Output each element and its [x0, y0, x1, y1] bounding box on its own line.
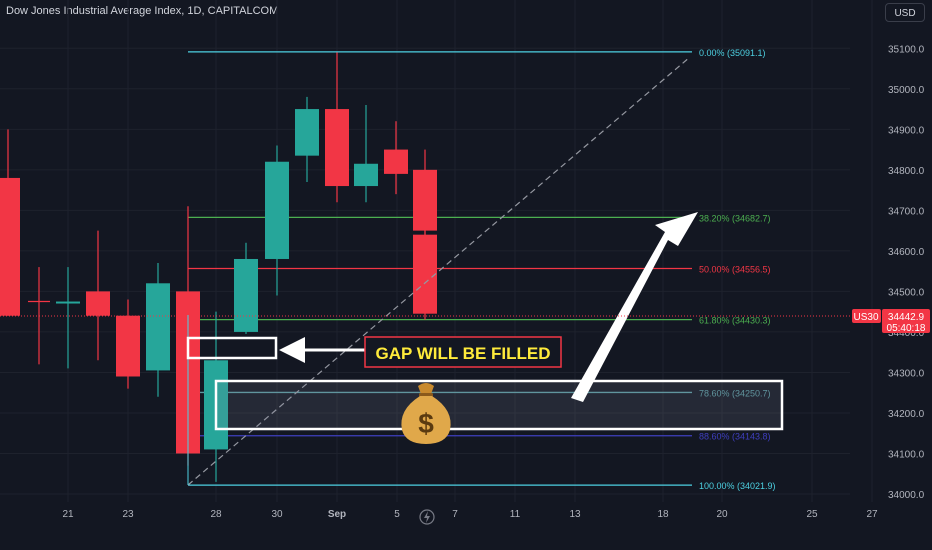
time-tick-label: 27 [866, 509, 878, 520]
candle-body [265, 161, 289, 259]
candle-body [116, 315, 140, 377]
gap-label: GAP WILL BE FILLED [364, 336, 562, 368]
target-zone-box [214, 379, 784, 431]
time-tick-label: 25 [806, 509, 818, 520]
price-tick-label: 35100.0 [888, 44, 925, 55]
price-tick-label: 35000.0 [888, 85, 925, 96]
time-tick-label: 13 [569, 509, 581, 520]
time-tick-label: 11 [510, 509, 521, 520]
currency-button[interactable]: USD [885, 3, 925, 22]
time-tick-label: 7 [452, 509, 458, 520]
price-axis: 34000.0 34100.0 34200.0 34300.0 34400.0 34500… [888, 44, 925, 501]
price-tick-label: 34900.0 [888, 125, 925, 136]
candle-body [86, 291, 110, 316]
gap-zone-box [186, 336, 278, 360]
price-tick-label: 34000.0 [888, 490, 925, 501]
candle-body [384, 149, 408, 174]
price-tick-label: 34700.0 [888, 206, 925, 217]
time-tick-label: 28 [210, 509, 222, 520]
price-tick-label: 34600.0 [888, 247, 925, 258]
svg-text:US30: US30 [853, 312, 878, 323]
chart-title: Dow Jones Industrial Average Index, 1D, … [6, 5, 279, 17]
fib-label: 88.60% (34143.8) [699, 432, 771, 442]
price-tag-value: 34442.9 [888, 312, 925, 323]
candle-body [146, 283, 170, 371]
candle-body [56, 301, 80, 304]
time-tick-label: 23 [122, 509, 134, 520]
candle-body [325, 109, 349, 187]
fib-label: 38.20% (34682.7) [699, 213, 771, 223]
lightning-icon[interactable] [419, 509, 435, 525]
fib-label: 61.80% (34430.3) [699, 316, 771, 326]
time-tick-label: Sep [328, 509, 346, 520]
grid [0, 0, 873, 502]
time-tick-label: 18 [657, 509, 669, 520]
fib-label: 0.00% (35091.1) [699, 48, 766, 58]
candle-body [0, 177, 20, 316]
price-tick-label: 34200.0 [888, 409, 925, 420]
price-tag: 34442.9 05:40:18 [882, 309, 930, 334]
time-tick-label: 21 [62, 509, 74, 520]
fib-label: 100.00% (34021.9) [699, 481, 776, 491]
time-tick-label: 5 [394, 509, 400, 520]
candle-body [234, 258, 258, 332]
symbol-tag: US30 [852, 309, 881, 323]
price-tick-label: 34800.0 [888, 166, 925, 177]
time-tick-label: 20 [716, 509, 728, 520]
gap-label-text: GAP WILL BE FILLED [375, 344, 550, 363]
candle-body [354, 163, 378, 187]
fib-label: 78.60% (34250.7) [699, 388, 771, 398]
svg-text:$: $ [418, 408, 434, 439]
price-tag-countdown: 05:40:18 [887, 323, 926, 334]
price-tick-label: 34300.0 [888, 368, 925, 379]
gap-arrow [279, 337, 365, 363]
time-axis: 21 23 28 30 Sep 5 7 11 13 18 20 25 27 [62, 509, 878, 520]
price-tick-label: 34500.0 [888, 287, 925, 298]
price-tick-label: 34100.0 [888, 449, 925, 460]
target-arrow [571, 212, 698, 402]
candle-body [295, 109, 319, 156]
price-tick-label: 34400.0 [888, 328, 925, 339]
fibonacci-levels: 0.00% (35091.1) 38.20% (34682.7) 50.00% (3… [188, 48, 776, 491]
candle-body [413, 169, 437, 231]
candle-body [413, 234, 437, 314]
time-tick-label: 30 [271, 509, 283, 520]
money-bag-icon: $ [401, 383, 451, 444]
fib-label: 50.00% (34556.5) [699, 265, 771, 275]
